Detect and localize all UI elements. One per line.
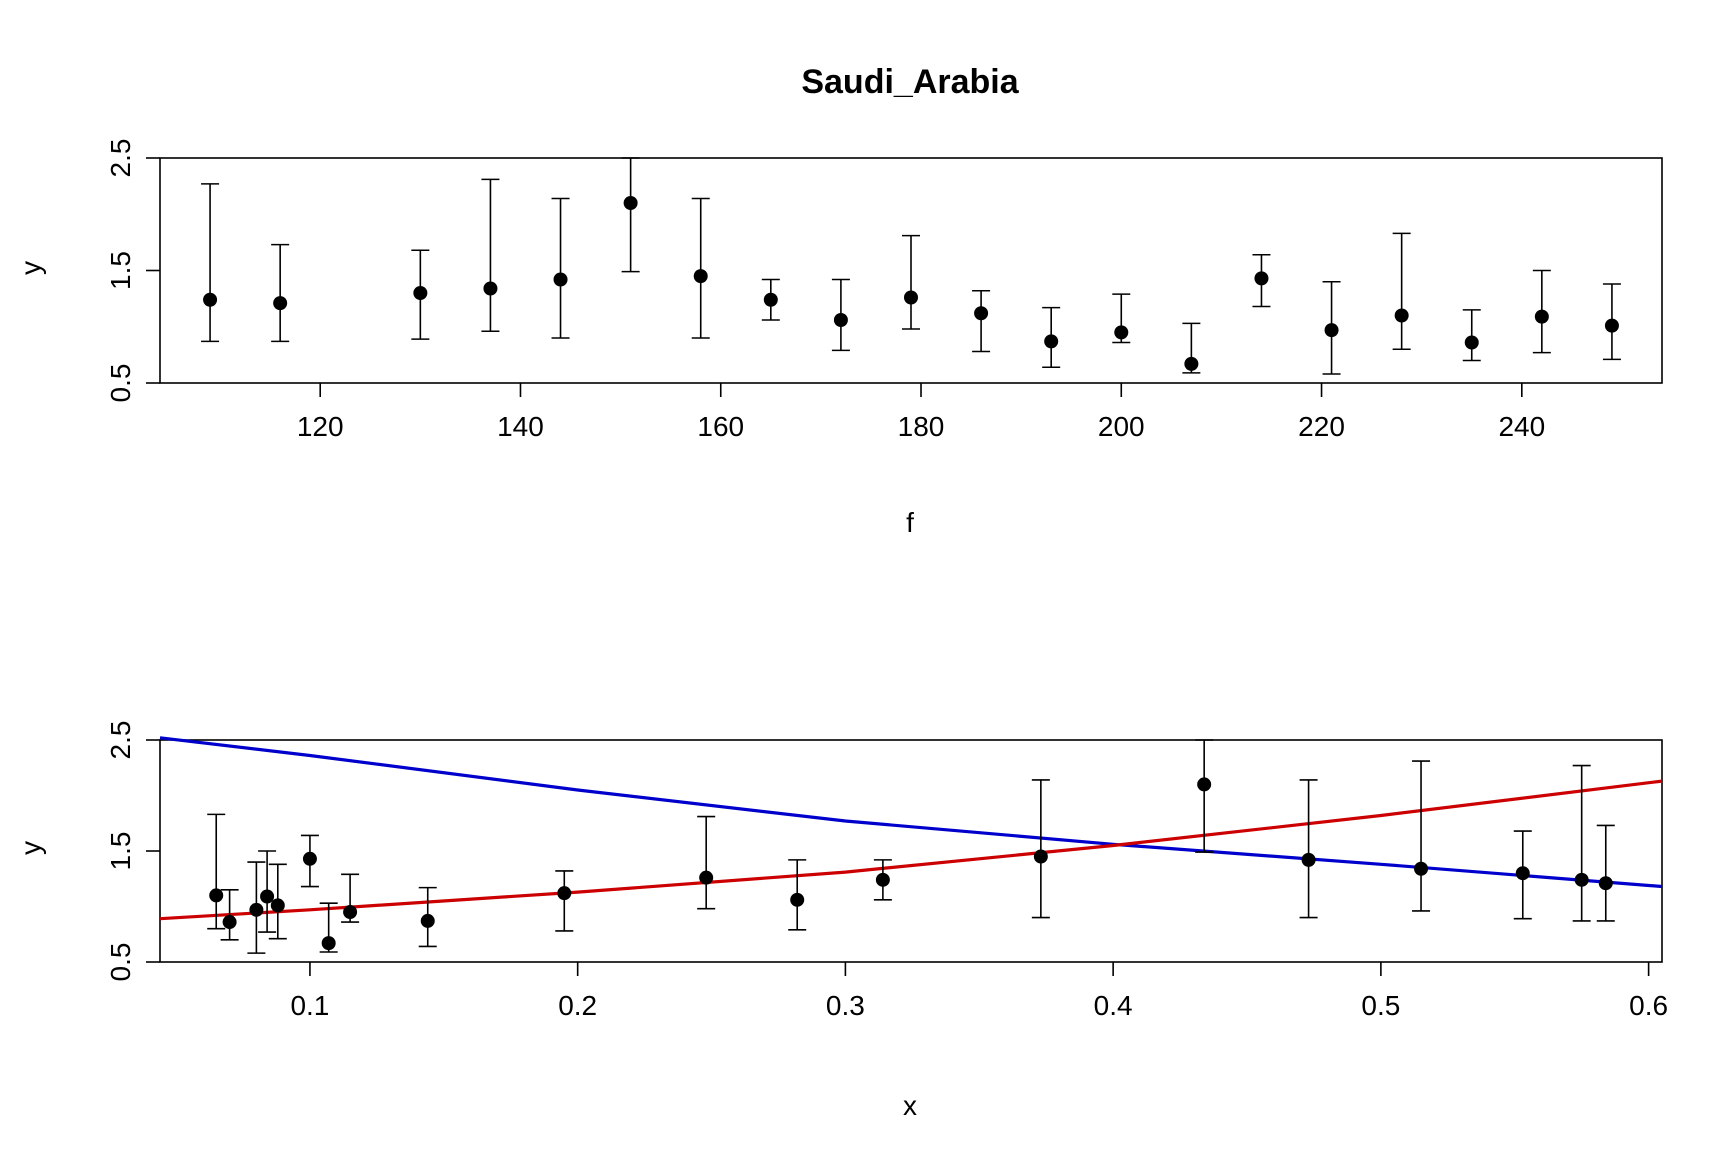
bottom-plot-frame (159, 739, 1663, 963)
bottom-data-point (249, 902, 264, 917)
bottom-data-point (222, 915, 237, 930)
top-x-tick-label: 140 (497, 411, 544, 442)
bottom-error-bar (1596, 824, 1615, 922)
bottom-data-point (1033, 849, 1048, 864)
top-x-tick-label: 160 (697, 411, 744, 442)
top-data-point (1254, 271, 1269, 286)
bottom-data-point (875, 872, 890, 887)
top-data-point (623, 196, 638, 210)
top-error-bar (1462, 309, 1481, 362)
top-data-point (203, 292, 218, 307)
top-error-bar (201, 183, 220, 343)
bottom-error-bar (697, 815, 716, 910)
bottom-data-point (420, 913, 435, 928)
top-data-point (904, 290, 918, 305)
top-data-point (1394, 308, 1409, 323)
top-error-bar (551, 197, 570, 339)
bottom-x-tick-label: 0.4 (1094, 990, 1133, 1021)
top-error-bar (902, 234, 920, 330)
top-data-point (413, 286, 428, 300)
bottom-error-bar (220, 889, 239, 941)
top-data-point (483, 281, 498, 296)
top-error-bar (972, 289, 991, 353)
top-error-bar (691, 197, 710, 339)
bottom-y-tick-label: 1.5 (105, 832, 136, 871)
top-data-point (1464, 335, 1479, 350)
bottom-x-tick-label: 0.5 (1361, 990, 1400, 1021)
bottom-error-bar (207, 813, 226, 930)
top-error-bar (271, 243, 290, 343)
top-x-tick-label: 120 (297, 411, 344, 442)
bottom-y-tick-label: 2.5 (105, 721, 136, 760)
bottom-x-tick-label: 0.3 (826, 990, 865, 1021)
top-x-tick-label: 180 (898, 411, 945, 442)
bottom-x-axis-label: x (903, 1090, 917, 1121)
bottom-data-point (1574, 872, 1589, 887)
top-data-point (693, 269, 708, 284)
bottom-error-bar (1299, 779, 1318, 919)
top-data-point (1324, 323, 1339, 338)
top-data-point (1114, 325, 1129, 340)
top-data-point (974, 306, 989, 321)
bottom-data-point (557, 886, 572, 901)
top-data-point (1044, 334, 1059, 349)
bottom-data-point (260, 889, 275, 904)
top-x-tick-label: 240 (1498, 411, 1545, 442)
bottom-data-point (790, 892, 805, 907)
top-data-point (1604, 318, 1619, 333)
top-y-tick-label: 2.5 (105, 139, 136, 178)
bottom-fit-line-2 (159, 779, 1663, 921)
top-data-point (273, 296, 288, 311)
top-error-bar (1392, 232, 1411, 351)
bottom-data-point (343, 905, 358, 920)
top-data-point (833, 313, 848, 327)
bottom-x-tick-label: 0.6 (1629, 990, 1668, 1021)
top-error-bar (621, 157, 640, 273)
bottom-error-bar (1412, 760, 1431, 912)
top-data-point (1184, 356, 1199, 371)
bottom-data-point (209, 888, 224, 903)
top-y-axis-label: y (15, 261, 46, 275)
top-data-point (763, 292, 778, 307)
bottom-panel: x y 0.1 0.2 0.3 0.4 0.5 0.6 0.5 1.5 2.5 (15, 721, 1668, 1121)
top-data-point (553, 272, 568, 287)
bottom-data-point (699, 870, 714, 885)
bottom-error-bar (1031, 779, 1050, 919)
top-y-tick-label: 1.5 (105, 251, 136, 290)
chart-title: Saudi_Arabia (801, 63, 1019, 101)
bottom-data-point (1197, 777, 1212, 792)
bottom-y-axis-label: y (15, 841, 46, 855)
bottom-y-tick-label: 0.5 (105, 943, 136, 982)
top-x-tick-label: 200 (1098, 411, 1145, 442)
bottom-data-point (270, 898, 285, 913)
top-y-tick-label: 0.5 (105, 364, 136, 403)
bottom-data-point (302, 851, 317, 866)
bottom-x-tick-label: 0.1 (290, 990, 329, 1021)
bottom-error-bar (555, 870, 574, 932)
bottom-x-tick-label: 0.2 (558, 990, 597, 1021)
bottom-error-bar (1195, 739, 1214, 853)
top-x-axis-label: f (906, 507, 914, 538)
top-data-point (1534, 309, 1549, 324)
bottom-data-point (1598, 876, 1613, 891)
top-panel: f y 120 140 160 180 200 220 240 0.5 1.5 2.5 (15, 139, 1663, 538)
bottom-data-point (1515, 866, 1530, 881)
bottom-data-point (1414, 861, 1429, 876)
bottom-fit-line-1 (159, 736, 1663, 889)
bottom-error-bar (1572, 764, 1591, 922)
bottom-data-point (1301, 852, 1316, 867)
bottom-data-point (321, 936, 336, 951)
top-error-bar (481, 178, 500, 333)
top-x-tick-label: 220 (1298, 411, 1345, 442)
